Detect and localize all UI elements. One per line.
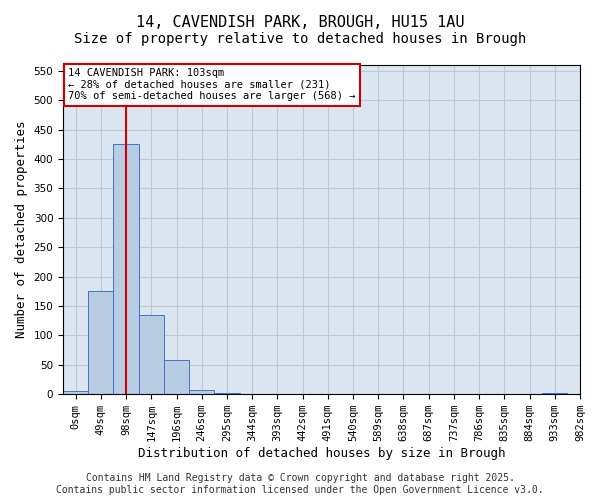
Bar — [63, 392, 88, 394]
X-axis label: Distribution of detached houses by size in Brough: Distribution of detached houses by size … — [138, 447, 505, 460]
Bar — [164, 360, 189, 394]
Bar — [214, 393, 239, 394]
Bar — [542, 393, 568, 394]
Bar — [189, 390, 214, 394]
Y-axis label: Number of detached properties: Number of detached properties — [15, 121, 28, 338]
Text: Size of property relative to detached houses in Brough: Size of property relative to detached ho… — [74, 32, 526, 46]
Text: 14 CAVENDISH PARK: 103sqm
← 28% of detached houses are smaller (231)
70% of semi: 14 CAVENDISH PARK: 103sqm ← 28% of detac… — [68, 68, 356, 102]
Bar — [113, 144, 139, 394]
Text: 14, CAVENDISH PARK, BROUGH, HU15 1AU: 14, CAVENDISH PARK, BROUGH, HU15 1AU — [136, 15, 464, 30]
Text: Contains HM Land Registry data © Crown copyright and database right 2025.
Contai: Contains HM Land Registry data © Crown c… — [56, 474, 544, 495]
Bar — [88, 292, 113, 394]
Bar — [139, 315, 164, 394]
